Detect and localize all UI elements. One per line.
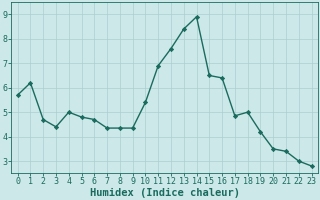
X-axis label: Humidex (Indice chaleur): Humidex (Indice chaleur)	[90, 188, 240, 198]
